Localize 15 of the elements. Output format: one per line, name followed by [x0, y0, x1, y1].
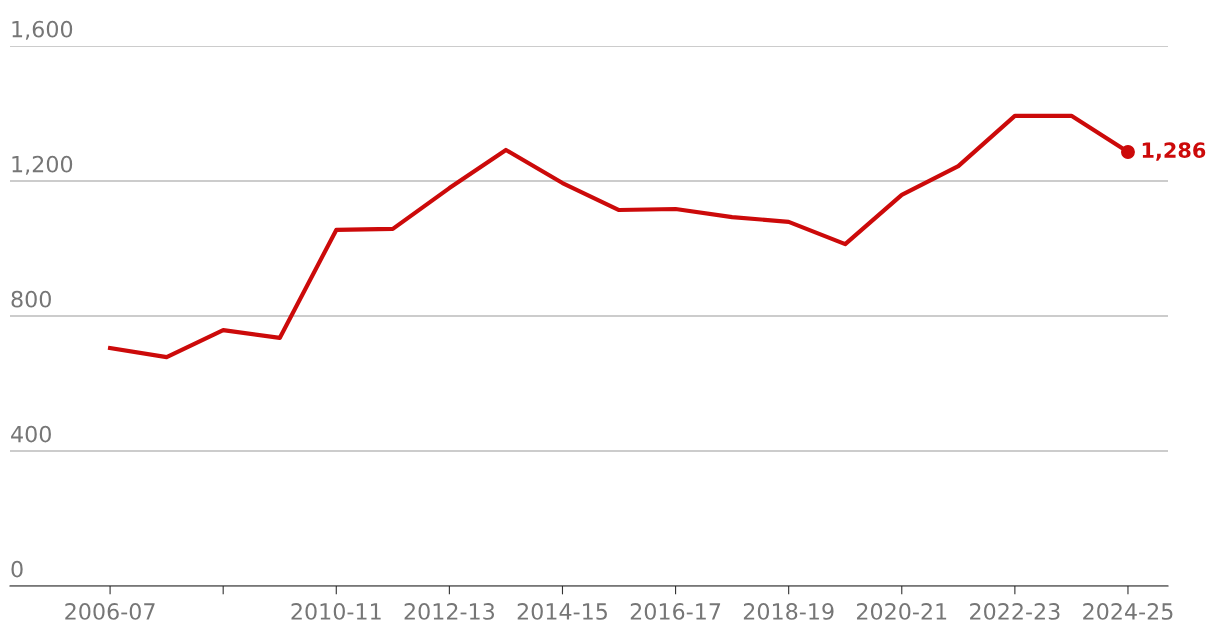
y-tick-label: 800: [11, 290, 51, 308]
x-tick-label: 2016-17: [630, 603, 721, 620]
y-tick-label: 1,200: [12, 155, 73, 175]
x-tick-label: 2018-19: [743, 603, 834, 620]
x-tick-label: 2022-23: [970, 603, 1060, 620]
x-tick-label: 2014-15: [517, 603, 607, 620]
annotation: 1,286: [1142, 142, 1206, 161]
x-tick-label: 2024-25: [1083, 603, 1173, 620]
y-tick-label: 400: [11, 425, 51, 443]
x-tick-label: 2020-21: [856, 603, 947, 620]
x-tick-label: 2006-07: [65, 603, 155, 620]
x-tick-label: 2012-13: [404, 603, 495, 620]
y-tick-label: 0: [11, 560, 23, 578]
y-tick-label: 1,600: [12, 20, 73, 40]
x-tick-label: 2010-11: [291, 603, 381, 620]
